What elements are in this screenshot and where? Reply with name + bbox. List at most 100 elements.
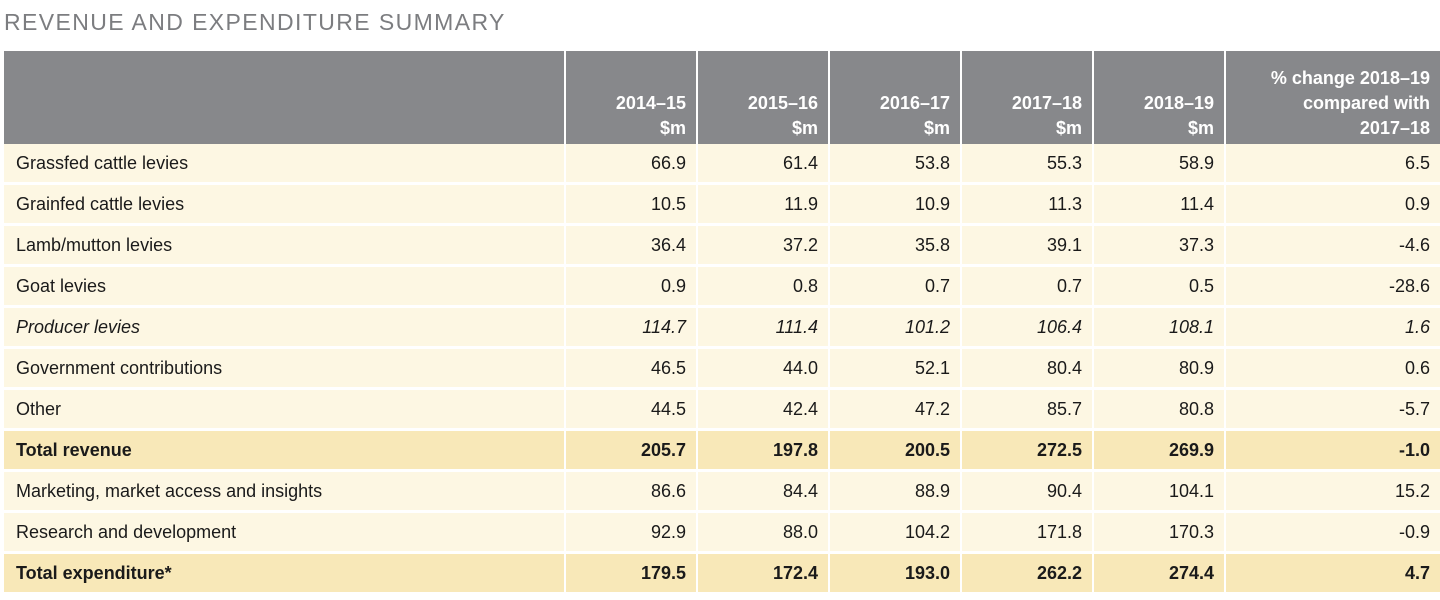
value-cell: 92.9 [565, 511, 698, 554]
value-cell: 39.1 [961, 224, 1094, 267]
pct-change-cell: -1.0 [1225, 429, 1440, 472]
value-cell: 84.4 [697, 470, 830, 513]
value-cell: 80.4 [961, 347, 1094, 390]
value-cell: 52.1 [829, 347, 962, 390]
value-cell: 11.3 [961, 183, 1094, 226]
value-cell: 44.5 [565, 388, 698, 431]
value-cell: 106.4 [961, 306, 1094, 349]
header-year: 2016–17 [879, 93, 950, 113]
page-title: REVENUE AND EXPENDITURE SUMMARY [4, 9, 506, 35]
header-year: 2014–15 [615, 93, 686, 113]
value-cell: 172.4 [697, 552, 830, 595]
value-cell: 0.5 [1093, 265, 1226, 308]
value-cell: 46.5 [565, 347, 698, 390]
value-cell: 47.2 [829, 388, 962, 431]
row-label: Government contributions [4, 347, 566, 390]
value-cell: 111.4 [697, 306, 830, 349]
header-year-2015-16: 2015–16 $m [697, 51, 830, 144]
header-year-2017-18: 2017–18 $m [961, 51, 1094, 144]
header-year: 2015–16 [747, 93, 818, 113]
value-cell: 101.2 [829, 306, 962, 349]
value-cell: 88.9 [829, 470, 962, 513]
table-row: Goat levies 0.9 0.8 0.7 0.7 0.5 -28.6 [4, 265, 1440, 308]
row-label: Other [4, 388, 566, 431]
value-cell: 37.2 [697, 224, 830, 267]
value-cell: 88.0 [697, 511, 830, 554]
value-cell: 58.9 [1093, 144, 1226, 185]
pct-change-cell: -4.6 [1225, 224, 1440, 267]
value-cell: 42.4 [697, 388, 830, 431]
pct-change-cell: 15.2 [1225, 470, 1440, 513]
pct-change-cell: -5.7 [1225, 388, 1440, 431]
value-cell: 0.9 [565, 265, 698, 308]
header-unit: $m [1187, 118, 1214, 138]
row-label: Total revenue [4, 429, 566, 472]
value-cell: 171.8 [961, 511, 1094, 554]
value-cell: 36.4 [565, 224, 698, 267]
header-unit: $m [791, 118, 818, 138]
header-row: 2014–15 $m 2015–16 $m 2016–17 $m 2017–18 $m … [4, 51, 1440, 144]
revenue-expenditure-table: 2014–15 $m 2015–16 $m 2016–17 $m 2017–18 $m … [4, 51, 1440, 595]
header-unit: $m [1055, 118, 1082, 138]
value-cell: 10.9 [829, 183, 962, 226]
value-cell: 193.0 [829, 552, 962, 595]
value-cell: 85.7 [961, 388, 1094, 431]
value-cell: 114.7 [565, 306, 698, 349]
header-pct-change: % change 2018–19 compared with 2017–18 [1225, 51, 1440, 144]
table-row: Lamb/mutton levies 36.4 37.2 35.8 39.1 37.3 -4… [4, 224, 1440, 267]
value-cell: 104.2 [829, 511, 962, 554]
table-body: Grassfed cattle levies 66.9 61.4 53.8 55.3 58… [4, 144, 1440, 595]
value-cell: 274.4 [1093, 552, 1226, 595]
header-unit: $m [659, 118, 686, 138]
value-cell: 35.8 [829, 224, 962, 267]
value-cell: 90.4 [961, 470, 1094, 513]
row-label: Producer levies [4, 306, 566, 349]
value-cell: 53.8 [829, 144, 962, 185]
value-cell: 61.4 [697, 144, 830, 185]
value-cell: 37.3 [1093, 224, 1226, 267]
value-cell: 10.5 [565, 183, 698, 226]
pct-change-cell: 4.7 [1225, 552, 1440, 595]
pct-change-cell: 6.5 [1225, 144, 1440, 185]
pct-change-cell: -0.9 [1225, 511, 1440, 554]
header-year-2016-17: 2016–17 $m [829, 51, 962, 144]
header-year-2018-19: 2018–19 $m [1093, 51, 1226, 144]
header-pct-line: 2017–18 [1359, 118, 1430, 138]
header-year: 2018–19 [1143, 93, 1214, 113]
value-cell: 44.0 [697, 347, 830, 390]
value-cell: 104.1 [1093, 470, 1226, 513]
value-cell: 80.8 [1093, 388, 1226, 431]
row-label: Marketing, market access and insights [4, 470, 566, 513]
pct-change-cell: -28.6 [1225, 265, 1440, 308]
pct-change-cell: 0.9 [1225, 183, 1440, 226]
header-pct-line: compared with [1302, 93, 1430, 113]
table-row: Other 44.5 42.4 47.2 85.7 80.8 -5.7 [4, 388, 1440, 431]
value-cell: 0.7 [829, 265, 962, 308]
value-cell: 108.1 [1093, 306, 1226, 349]
header-label-cell [4, 51, 566, 144]
table-row: Government contributions 46.5 44.0 52.1 80.4… [4, 347, 1440, 390]
table-row: Grassfed cattle levies 66.9 61.4 53.8 55.3 58… [4, 144, 1440, 185]
row-label: Grainfed cattle levies [4, 183, 566, 226]
row-label: Research and development [4, 511, 566, 554]
value-cell: 262.2 [961, 552, 1094, 595]
value-cell: 66.9 [565, 144, 698, 185]
header-pct-line: % change 2018–19 [1270, 68, 1430, 88]
header-year: 2017–18 [1011, 93, 1082, 113]
pct-change-cell: 1.6 [1225, 306, 1440, 349]
table-row: Marketing, market access and insights 86.… [4, 470, 1440, 513]
header-unit: $m [923, 118, 950, 138]
row-label: Lamb/mutton levies [4, 224, 566, 267]
total-row: Total revenue 205.7 197.8 200.5 272.5 269.9 -1… [4, 429, 1440, 472]
value-cell: 170.3 [1093, 511, 1226, 554]
value-cell: 179.5 [565, 552, 698, 595]
table-row: Research and development 92.9 88.0 104.2 171… [4, 511, 1440, 554]
table-row: Grainfed cattle levies 10.5 11.9 10.9 11.3 11… [4, 183, 1440, 226]
value-cell: 272.5 [961, 429, 1094, 472]
value-cell: 197.8 [697, 429, 830, 472]
value-cell: 86.6 [565, 470, 698, 513]
value-cell: 205.7 [565, 429, 698, 472]
total-row: Total expenditure* 179.5 172.4 193.0 262.2 27… [4, 552, 1440, 595]
header-year-2014-15: 2014–15 $m [565, 51, 698, 144]
table-header: 2014–15 $m 2015–16 $m 2016–17 $m 2017–18 $m … [4, 51, 1440, 144]
